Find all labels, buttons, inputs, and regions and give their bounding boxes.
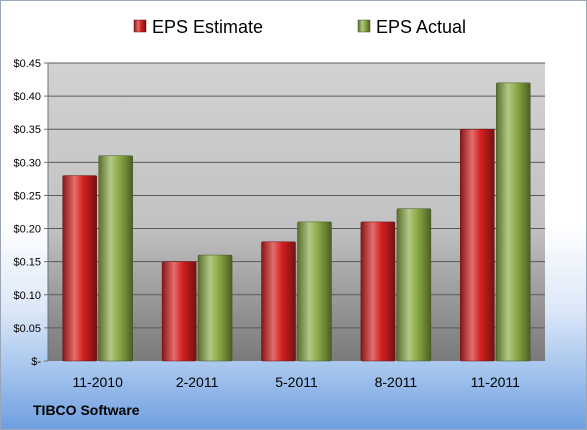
- eps-actual-bar: [396, 208, 432, 362]
- x-category-label: 11-2010: [73, 374, 124, 390]
- eps-estimate-bar: [460, 128, 495, 362]
- legend-label-actual: EPS Actual: [376, 17, 466, 37]
- legend-swatch-estimate: [133, 19, 147, 33]
- x-axis-labels: 11-2010 2-2011 5-2011 8-2011 11-2011: [73, 374, 521, 390]
- x-category-label: 11-2011: [471, 374, 521, 390]
- y-tick-label: $-: [31, 356, 41, 368]
- legend-label-estimate: EPS Estimate: [152, 17, 263, 37]
- source-label: TIBCO Software: [33, 402, 140, 418]
- eps-estimate-bar: [360, 221, 396, 362]
- y-tick-label: $0.35: [13, 124, 41, 136]
- eps-actual-bar: [197, 254, 233, 362]
- eps-actual-bar: [496, 82, 531, 362]
- y-axis-ticks: $- $0.05 $0.10 $0.15 $0.20 $0.25 $0.30 $0.35 $0.…: [13, 58, 49, 368]
- legend: EPS Estimate EPS Actual: [133, 17, 466, 37]
- eps-actual-bar: [297, 221, 332, 362]
- eps-estimate-bar: [261, 241, 296, 362]
- y-tick-label: $0.25: [13, 190, 41, 202]
- eps-actual-bar: [98, 155, 133, 362]
- eps-estimate-bar: [161, 261, 197, 362]
- y-tick-label: $0.30: [13, 157, 41, 169]
- x-category-label: 8-2011: [375, 374, 418, 390]
- bars: [62, 82, 531, 362]
- y-tick-label: $0.15: [13, 257, 41, 269]
- y-tick-label: $0.05: [13, 323, 41, 335]
- y-tick-label: $0.40: [13, 91, 41, 103]
- x-category-label: 5-2011: [275, 374, 318, 390]
- x-category-label: 2-2011: [176, 374, 219, 390]
- legend-swatch-actual: [357, 19, 371, 33]
- y-tick-label: $0.10: [13, 290, 41, 302]
- y-tick-label: $0.20: [13, 224, 41, 236]
- eps-estimate-bar: [62, 175, 97, 362]
- y-tick-label: $0.45: [13, 58, 41, 70]
